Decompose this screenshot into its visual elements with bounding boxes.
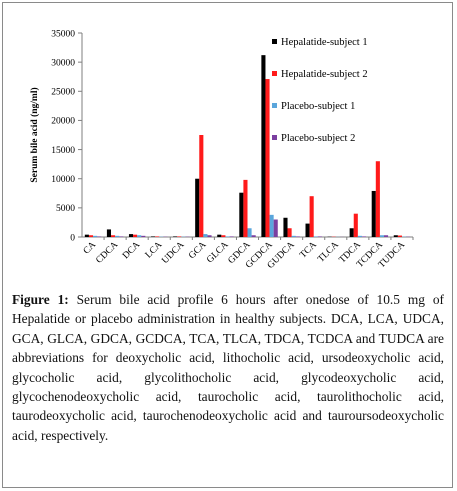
bar-lca-series-1: [151, 236, 156, 237]
figure-caption: Figure 1: Serum bile acid profile 6 hour…: [12, 290, 444, 445]
bar-glca-series-3: [225, 236, 230, 237]
y-tick-label: 5000: [56, 204, 75, 214]
bar-ca-series-4: [97, 236, 102, 237]
bar-cdca-series-4: [119, 236, 124, 237]
bar-gdca-series-3: [247, 228, 252, 237]
bar-tca-series-2: [309, 196, 314, 237]
figure-frame: [2, 2, 453, 488]
bar-tudca-series-2: [397, 235, 402, 237]
bar-udca-series-1: [173, 236, 178, 237]
bar-cdca-series-2: [111, 235, 116, 237]
bar-cdca-series-3: [115, 235, 120, 237]
y-tick-label: 20000: [51, 117, 75, 127]
bar-gca-series-3: [203, 234, 208, 237]
bar-gca-series-4: [207, 235, 212, 237]
legend-label-2: Hepalatide-subject 2: [281, 69, 368, 80]
caption-label: Figure 1:: [12, 292, 69, 307]
x-tick-label-udca: UDCA: [160, 240, 186, 266]
legend-swatch-4: [272, 135, 277, 140]
bar-tcdca-series-4: [384, 235, 389, 237]
bar-tcdca-series-1: [371, 190, 376, 237]
bar-tcdca-series-3: [379, 235, 384, 237]
bar-dca-series-1: [128, 234, 134, 237]
y-tick-label: 35000: [51, 29, 75, 39]
bar-ca-series-1: [84, 234, 89, 237]
bar-gdca-series-1: [239, 192, 244, 237]
legend-label-4: Placebo-subject 2: [281, 133, 355, 144]
bar-gcdca-series-1: [261, 55, 266, 237]
x-tick-label-glca: GLCA: [205, 240, 230, 265]
bar-gdca-series-2: [243, 179, 248, 237]
bar-gca-series-1: [195, 178, 200, 237]
y-axis-label: Serum bile acid (ng/ml): [29, 87, 40, 182]
x-tick-label-ca: CA: [82, 240, 99, 257]
bar-tdca-series-2: [353, 213, 358, 237]
bar-lca-series-2: [155, 236, 160, 237]
bar-glca-series-4: [229, 236, 234, 237]
bar-tca-series-1: [305, 223, 310, 237]
bar-tdca-series-1: [349, 228, 354, 237]
bar-ca-series-2: [88, 235, 94, 237]
legend-label-1: Hepalatide-subject 1: [281, 37, 368, 48]
bar-cdca-series-1: [106, 229, 111, 237]
bar-gudca-series-3: [291, 235, 296, 237]
legend-swatch-2: [272, 71, 277, 76]
y-tick-label: 25000: [51, 88, 75, 98]
bar-udca-series-2: [177, 236, 182, 237]
legend-label-3: Placebo-subject 1: [281, 101, 355, 112]
bar-chart: 0 5000 10000 15000 20000 25000 30000 35000 Serum…: [29, 29, 414, 271]
bar-tdca-series-4: [361, 236, 367, 237]
bar-gca-series-2: [199, 135, 204, 237]
bar-gudca-series-1: [283, 217, 288, 237]
bar-tudca-series-1: [393, 235, 398, 237]
y-tick-label: 0: [70, 233, 75, 243]
bar-dca-series-4: [141, 235, 146, 237]
bar-tca-series-3: [313, 236, 318, 237]
bar-gcdca-series-4: [273, 219, 278, 237]
bar-dca-series-3: [137, 235, 142, 237]
y-tick-label: 30000: [51, 58, 75, 68]
y-tick-label: 10000: [51, 175, 75, 185]
x-tick-label-cdca: CDCA: [94, 240, 120, 266]
x-tick-label-dca: DCA: [121, 240, 142, 261]
caption-text: Serum bile acid profile 6 hours after on…: [12, 292, 444, 443]
bar-ca-series-3: [93, 235, 98, 237]
bar-gudca-series-2: [287, 228, 292, 237]
bar-gdca-series-4: [251, 235, 256, 237]
bar-dca-series-2: [133, 234, 138, 237]
bar-glca-series-1: [217, 234, 222, 237]
bar-gcdca-series-2: [265, 79, 270, 237]
x-tick-label-tlca: TLCA: [316, 240, 341, 265]
y-tick-label: 15000: [51, 146, 75, 156]
legend-swatch-1: [272, 39, 277, 44]
legend-swatch-3: [272, 103, 277, 108]
bar-glca-series-2: [221, 235, 226, 237]
bar-tcdca-series-2: [375, 161, 380, 237]
bar-tdca-series-3: [357, 235, 362, 237]
bar-gudca-series-4: [295, 236, 300, 237]
bar-gcdca-series-3: [269, 214, 274, 237]
bar-tca-series-4: [317, 236, 322, 237]
